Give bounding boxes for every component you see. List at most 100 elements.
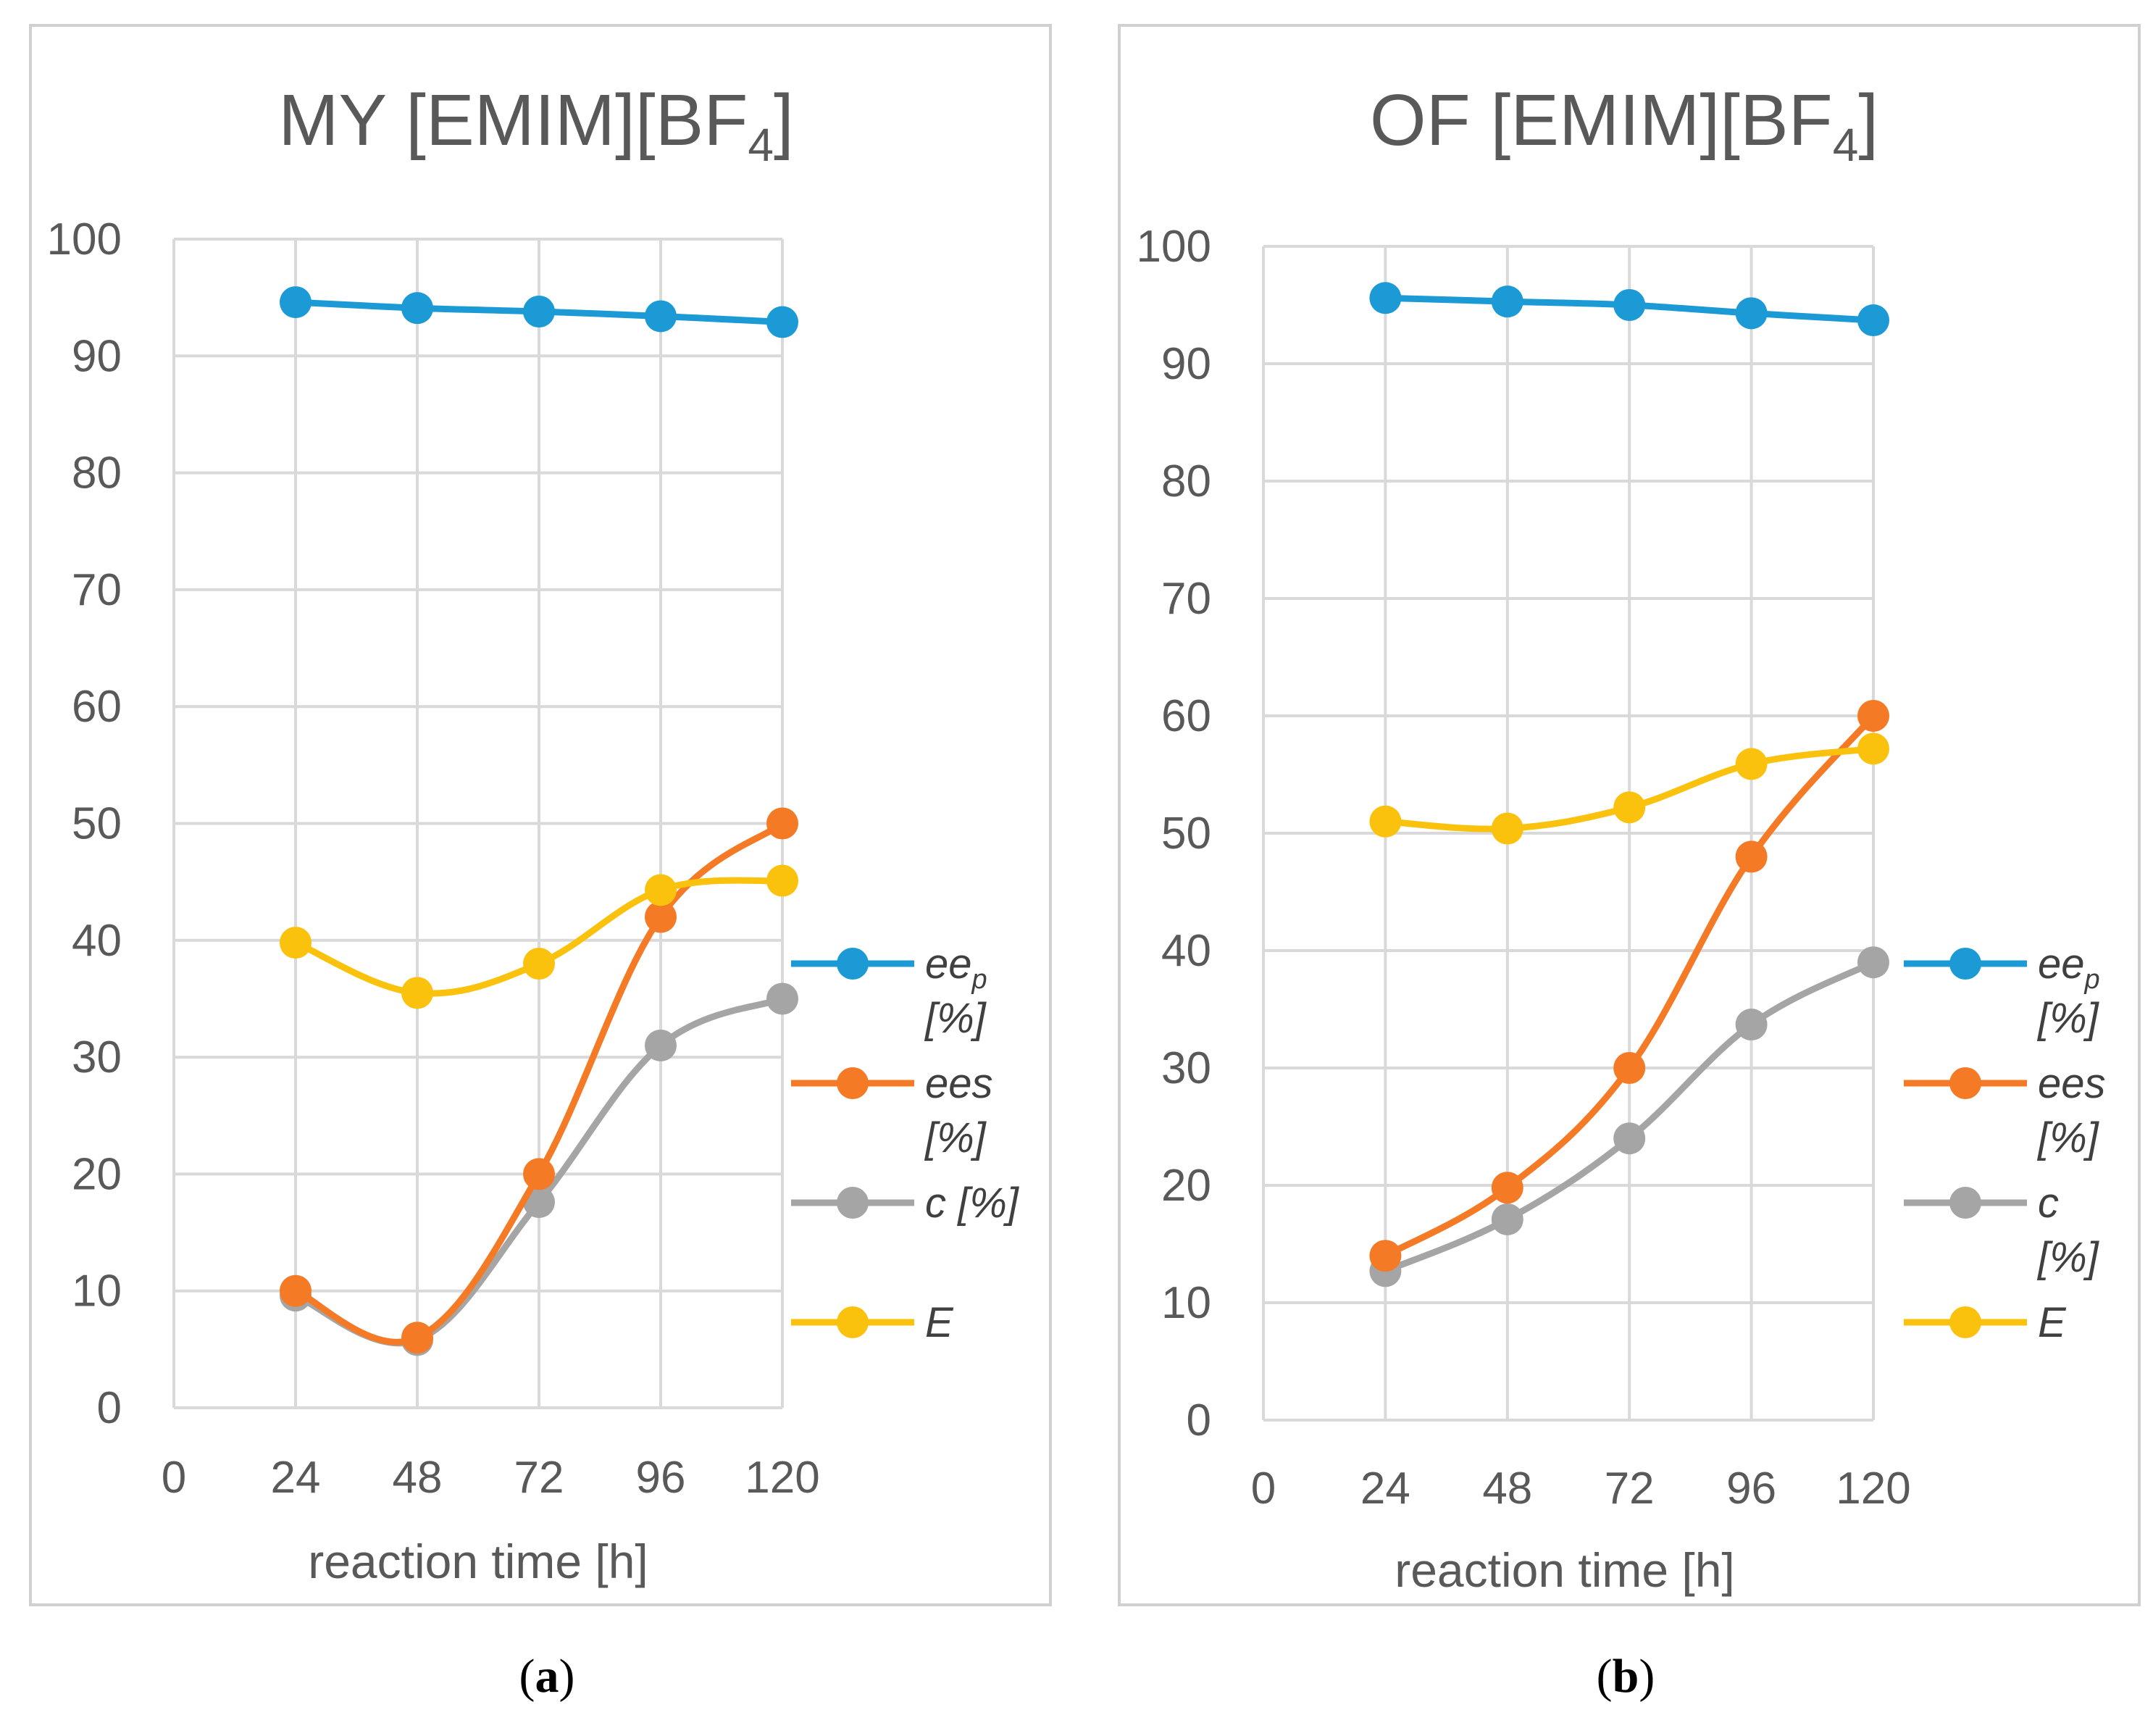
legend: eep[%]ees[%]c [%]E — [791, 940, 1020, 1346]
legend-item-ee-s: ees [%] — [791, 1060, 993, 1161]
legend-marker — [1949, 1306, 1981, 1338]
y-tick-label: 60 — [72, 682, 122, 732]
data-point-ee-s — [1369, 1240, 1402, 1272]
legend-marker — [837, 948, 869, 980]
chart-title: OF [EMIM][BF4] — [1370, 80, 1878, 171]
panel-a: MY [EMIM][BF4] 0 10 20 30 40 50 60 70 80 90 100 0 24 4… — [29, 24, 1052, 1606]
y-tick-label: 50 — [1161, 809, 1211, 859]
panel-b: OF [EMIM][BF4] 0 10 20 30 40 50 60 70 80 90 100 0 24 4… — [1118, 24, 2141, 1606]
legend-label: eep — [925, 940, 987, 995]
data-point-ee-p — [280, 286, 312, 319]
x-tick-label: 0 — [162, 1453, 186, 1503]
legend-label: ees — [2038, 1060, 2106, 1107]
x-tick-label: 72 — [514, 1453, 564, 1503]
data-point-E — [1613, 791, 1646, 824]
x-tick-label: 96 — [1726, 1464, 1776, 1514]
y-tick-label: 90 — [72, 331, 122, 381]
legend-label-unit: [%] — [924, 995, 987, 1042]
x-tick-label: 72 — [1605, 1464, 1655, 1514]
x-tick-label: 24 — [1360, 1464, 1410, 1514]
y-tick-label: 70 — [1161, 574, 1211, 624]
chart-title-end: ] — [1858, 80, 1878, 161]
series-ee-p — [280, 286, 798, 338]
legend-marker — [1949, 1067, 1981, 1099]
data-point-ee-p — [401, 292, 433, 325]
data-point-c — [1491, 1203, 1523, 1235]
y-tick-label: 0 — [97, 1383, 122, 1433]
legend-label: c [%] — [925, 1180, 1020, 1227]
legend: eep[%]ees[%]c[%]E — [1904, 940, 2106, 1346]
y-tick-label: 10 — [1161, 1278, 1211, 1328]
legend-label: ees — [925, 1060, 993, 1107]
legend-item-ee-s: ees [%] — [1904, 1060, 2106, 1161]
legend-label-main: ee — [2038, 940, 2085, 988]
data-point-ee-s — [1491, 1172, 1523, 1204]
data-point-E — [401, 977, 433, 1009]
chart-title-main: MY [EMIM][BF — [278, 80, 748, 161]
x-axis-title: reaction time [h] — [308, 1535, 648, 1588]
y-tick-label: 90 — [1161, 339, 1211, 389]
data-point-ee-p — [1857, 304, 1889, 337]
y-tick-label: 10 — [72, 1266, 122, 1316]
x-axis-title: reaction time [h] — [1395, 1543, 1735, 1597]
legend-label-unit: [%] — [924, 1114, 987, 1161]
x-tick-label: 48 — [1482, 1464, 1532, 1514]
data-point-c — [766, 982, 798, 1015]
legend-label: eep — [2038, 940, 2100, 995]
y-tick-label: 40 — [1161, 926, 1211, 976]
legend-label-main: ee — [925, 940, 972, 988]
x-tick-label: 48 — [393, 1453, 443, 1503]
chart-title: MY [EMIM][BF4] — [278, 80, 794, 171]
series-E — [1369, 733, 1889, 845]
x-tick-label: 120 — [1836, 1464, 1910, 1514]
legend-item-ee-p: eep[%] — [1904, 940, 2100, 1042]
chart-title-end: ] — [774, 80, 794, 161]
legend-label-unit: [%] — [2036, 1234, 2100, 1281]
legend-marker — [837, 1067, 869, 1099]
legend-label-unit: [%] — [2036, 995, 2100, 1042]
legend-marker — [1949, 1187, 1981, 1219]
data-point-ee-s — [766, 807, 798, 840]
y-tick-label: 80 — [72, 448, 122, 498]
data-point-ee-p — [523, 296, 555, 328]
y-tick-label: 100 — [47, 214, 122, 264]
caption-a: (a) — [519, 1650, 575, 1703]
data-point-ee-p — [1613, 289, 1646, 321]
legend-label: c — [2038, 1180, 2059, 1227]
data-point-c — [1735, 1009, 1768, 1041]
series-E — [280, 864, 798, 1009]
y-tick-label: 60 — [1161, 691, 1211, 741]
data-point-ee-s — [1857, 700, 1889, 732]
chart-title-main: OF [EMIM][BF — [1370, 80, 1833, 161]
y-tick-label: 0 — [1187, 1395, 1211, 1445]
y-tick-label: 20 — [1161, 1161, 1211, 1211]
y-tick-label: 50 — [72, 799, 122, 849]
x-tick-label: 24 — [271, 1453, 321, 1503]
y-tick-label: 30 — [72, 1032, 122, 1082]
y-tick-label: 80 — [1161, 456, 1211, 506]
data-point-E — [523, 948, 555, 980]
legend-label-unit: [%] — [2036, 1114, 2100, 1161]
caption-b: (b) — [1597, 1650, 1655, 1703]
x-tick-label: 120 — [745, 1453, 819, 1503]
x-tick-label: 96 — [636, 1453, 686, 1503]
data-point-E — [766, 864, 798, 897]
legend-label: E — [2038, 1299, 2067, 1346]
legend-label-subscript: p — [2084, 964, 2100, 995]
legend-label-subscript: p — [971, 964, 987, 995]
data-point-ee-s — [645, 901, 677, 933]
legend-marker — [1949, 948, 1981, 980]
y-tick-label: 40 — [72, 916, 122, 966]
series-line-ee-s — [1381, 712, 1877, 1259]
series-ee-s — [1369, 700, 1889, 1272]
legend-label: E — [925, 1299, 954, 1346]
data-point-ee-s — [1613, 1052, 1646, 1084]
data-point-ee-s — [523, 1158, 555, 1190]
data-point-ee-p — [1735, 297, 1768, 330]
legend-item-c: c [%] — [1904, 1180, 2100, 1281]
legend-item-E: E — [791, 1299, 954, 1346]
data-point-E — [280, 927, 312, 959]
data-point-ee-s — [280, 1274, 312, 1307]
data-point-ee-p — [1491, 285, 1523, 318]
